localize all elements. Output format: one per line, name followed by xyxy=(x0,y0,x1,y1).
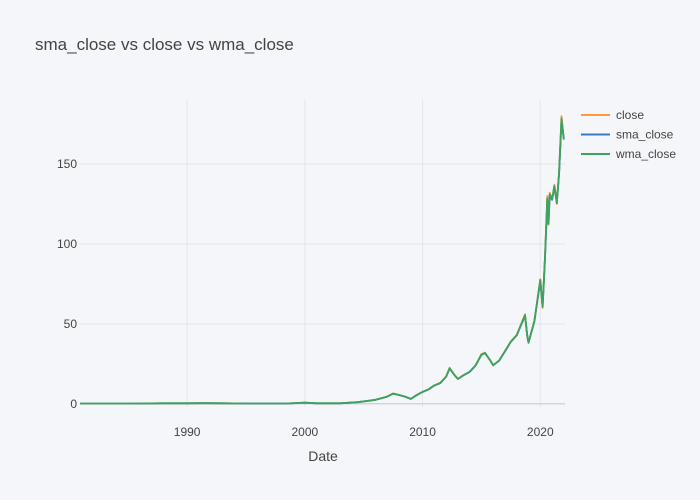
x-tick-label: 2010 xyxy=(409,425,436,439)
y-tick-label: 100 xyxy=(57,237,77,251)
x-tick-label: 1990 xyxy=(174,425,201,439)
legend-item-close[interactable]: close xyxy=(581,108,644,122)
legend-item-wma-close[interactable]: wma_close xyxy=(581,147,676,161)
series-line-wma-close xyxy=(80,117,565,405)
x-axis-title: Date xyxy=(308,448,338,464)
legend-label: wma_close xyxy=(615,147,676,161)
legend-label: sma_close xyxy=(616,128,674,142)
y-tick-label: 0 xyxy=(70,397,77,411)
legend-item-sma-close[interactable]: sma_close xyxy=(581,128,674,142)
y-tick-label: 150 xyxy=(57,157,77,171)
legend[interactable]: close sma_close wma_close xyxy=(581,108,676,161)
x-tick-label: 2000 xyxy=(291,425,318,439)
legend-label: close xyxy=(616,108,644,122)
tick-layer: 1990 2000 2010 2020 0 50 100 150 xyxy=(57,157,554,439)
x-tick-label: 2020 xyxy=(527,425,554,439)
chart-title: sma_close vs close vs wma_close xyxy=(35,35,294,54)
series-layer xyxy=(80,115,565,405)
y-tick-label: 50 xyxy=(64,317,78,331)
